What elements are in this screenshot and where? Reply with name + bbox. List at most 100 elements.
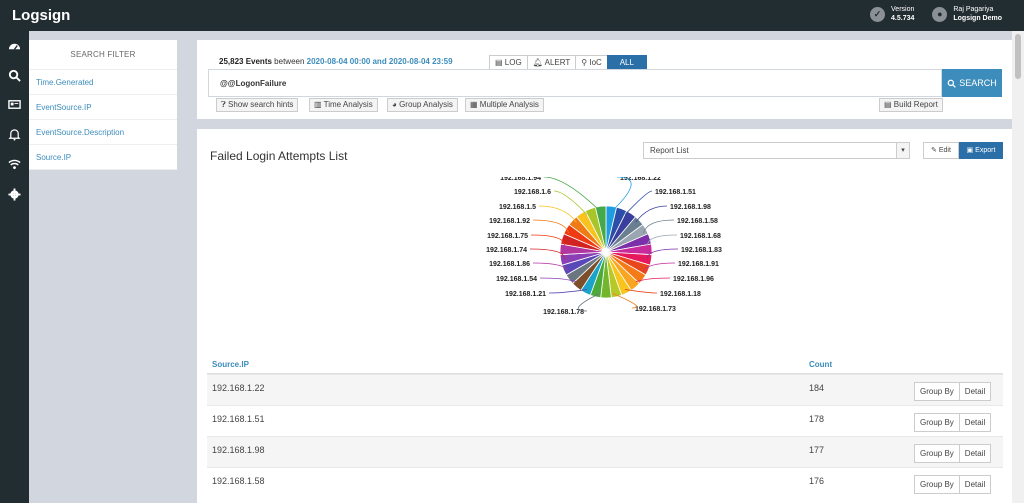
pie-leader-line — [532, 262, 569, 272]
tab-log-label: LOG — [504, 58, 522, 67]
pie-label: 192.168.1.83 — [681, 247, 722, 254]
table-icon: ▦ — [470, 100, 478, 109]
search-filter-panel: SEARCH FILTER Time.Generated EventSource… — [29, 40, 177, 170]
group-by-button[interactable]: Group By — [914, 413, 960, 432]
pie-label: 192.168.1.98 — [670, 204, 711, 211]
pie-label: 192.168.1.75 — [487, 233, 528, 240]
table-row: 192.168.1.58 176 Group By Detail — [207, 467, 1003, 498]
filter-item-eventsource-ip[interactable]: EventSource.IP — [29, 95, 177, 120]
pie-leader-line — [532, 219, 569, 234]
version-value: 4.5.734 — [891, 15, 915, 22]
check-circle-icon: ✓ — [870, 6, 886, 22]
pie-label: 192.168.1.21 — [505, 291, 546, 298]
report-select-value: Report List — [650, 146, 689, 155]
tab-alert[interactable]: 🔔︎ ALERT — [526, 55, 577, 69]
bell-icon[interactable] — [8, 128, 21, 141]
row-source-ip: 192.168.1.98 — [212, 445, 265, 455]
question-icon: ❓︎ — [221, 100, 226, 109]
tab-ioc[interactable]: ⚲ IoC — [575, 55, 608, 69]
pie-leader-line — [553, 190, 588, 215]
row-source-ip: 192.168.1.22 — [212, 383, 265, 393]
user-menu[interactable]: ● Raj Pagariya Logsign Demo — [932, 5, 1002, 23]
pie-leader-line — [624, 190, 653, 215]
build-report-label: Build Report — [893, 100, 938, 109]
build-report-button[interactable]: ▤ Build Report — [879, 98, 943, 112]
pie-label: 192.168.1.5 — [499, 204, 536, 211]
log-type-tabs: ▤ LOG 🔔︎ ALERT ⚲ IoC ALL — [489, 55, 647, 69]
user-org: Logsign Demo — [953, 15, 1002, 22]
group-analysis-button[interactable]: ◕ Group Analysis — [387, 98, 458, 112]
card-icon[interactable] — [8, 98, 21, 111]
time-range-link[interactable]: 2020-08-04 00:00 and 2020-08-04 23:59 — [306, 57, 453, 66]
filter-item-time-generated[interactable]: Time.Generated — [29, 70, 177, 95]
count-header[interactable]: Count — [809, 360, 833, 369]
pie-leader-line — [643, 262, 676, 272]
tab-log[interactable]: ▤ LOG — [489, 55, 528, 69]
events-summary: 25,823 Events between 2020-08-04 00:00 a… — [219, 57, 453, 66]
detail-button[interactable]: Detail — [958, 475, 992, 494]
pie-leader-line — [647, 248, 679, 259]
search-button[interactable]: SEARCH — [942, 69, 1002, 97]
pie-leader-line — [539, 277, 577, 283]
doc-icon: ▤ — [495, 58, 503, 67]
export-label: Export — [975, 147, 996, 154]
app-logo[interactable]: Logsign — [12, 7, 71, 24]
detail-button[interactable]: Detail — [958, 444, 992, 463]
time-analysis-button[interactable]: ▥ Time Analysis — [309, 98, 378, 112]
report-title: Failed Login Attempts List — [210, 149, 348, 163]
table-row: 192.168.1.98 177 Group By Detail — [207, 436, 1003, 467]
pie-label: 192.168.1.22 — [620, 177, 661, 182]
group-by-button[interactable]: Group By — [914, 444, 960, 463]
scrollbar-thumb[interactable] — [1015, 34, 1021, 79]
group-analysis-label: Group Analysis — [399, 100, 453, 109]
filter-item-source-ip[interactable]: Source.IP — [29, 145, 177, 170]
bar-chart-icon: ▥ — [314, 100, 322, 109]
source-ip-header[interactable]: Source.IP — [212, 360, 249, 369]
tab-ioc-label: IoC — [589, 58, 602, 67]
tab-alert-label: ALERT — [544, 58, 571, 67]
group-by-button[interactable]: Group By — [914, 475, 960, 494]
pie-label: 192.168.1.54 — [496, 276, 537, 283]
row-count: 184 — [809, 383, 825, 393]
pie-leader-line — [577, 293, 600, 312]
pdf-icon: ▣ — [966, 147, 974, 154]
wifi-icon[interactable] — [8, 157, 21, 170]
pie-leader-line — [612, 293, 637, 309]
group-by-button[interactable]: Group By — [914, 382, 960, 401]
gear-icon[interactable] — [8, 188, 21, 201]
row-source-ip: 192.168.1.51 — [212, 414, 265, 424]
pie-label: 192.168.1.73 — [635, 306, 676, 313]
dashboard-icon[interactable] — [8, 40, 21, 53]
query-input[interactable]: @@LogonFailure — [208, 69, 942, 97]
pie-label: 192.168.1.94 — [500, 177, 541, 182]
row-actions: Group By Detail — [914, 413, 992, 432]
pie-leader-line — [647, 234, 678, 246]
report-list-select[interactable]: Report List ▾ — [643, 142, 910, 159]
export-button[interactable]: ▣ Export — [959, 142, 1003, 159]
show-hints-label: Show search hints — [228, 100, 294, 109]
query-text: @@LogonFailure — [220, 79, 287, 88]
pie-label: 192.168.1.58 — [677, 218, 718, 225]
table-body: 192.168.1.22 184 Group By Detail 192.168.1.5… — [207, 374, 1003, 498]
pie-leader-line — [543, 176, 600, 211]
events-count: 25,823 Events — [219, 57, 272, 66]
edit-button[interactable]: ✎ Edit — [923, 142, 959, 159]
search-filter-title: SEARCH FILTER — [29, 40, 177, 70]
multiple-analysis-button[interactable]: ▦ Multiple Analysis — [465, 98, 544, 112]
pie-leader-line — [612, 176, 632, 211]
pie-leader-line — [635, 277, 671, 283]
pie-leader-line — [625, 289, 658, 294]
pie-label: 192.168.1.92 — [489, 218, 530, 225]
user-name: Raj Pagariya — [953, 6, 994, 13]
detail-button[interactable]: Detail — [958, 382, 992, 401]
time-analysis-label: Time Analysis — [323, 100, 373, 109]
tab-all[interactable]: ALL — [606, 55, 647, 69]
row-count: 176 — [809, 476, 825, 486]
page-scrollbar[interactable] — [1012, 31, 1024, 503]
filter-item-eventsource-description[interactable]: EventSource.Description — [29, 120, 177, 145]
search-button-label: SEARCH — [959, 78, 997, 88]
search-icon[interactable] — [8, 69, 21, 82]
pie-label: 192.168.1.86 — [489, 261, 530, 268]
detail-button[interactable]: Detail — [958, 413, 992, 432]
show-hints-button[interactable]: ❓︎ Show search hints — [216, 98, 299, 112]
